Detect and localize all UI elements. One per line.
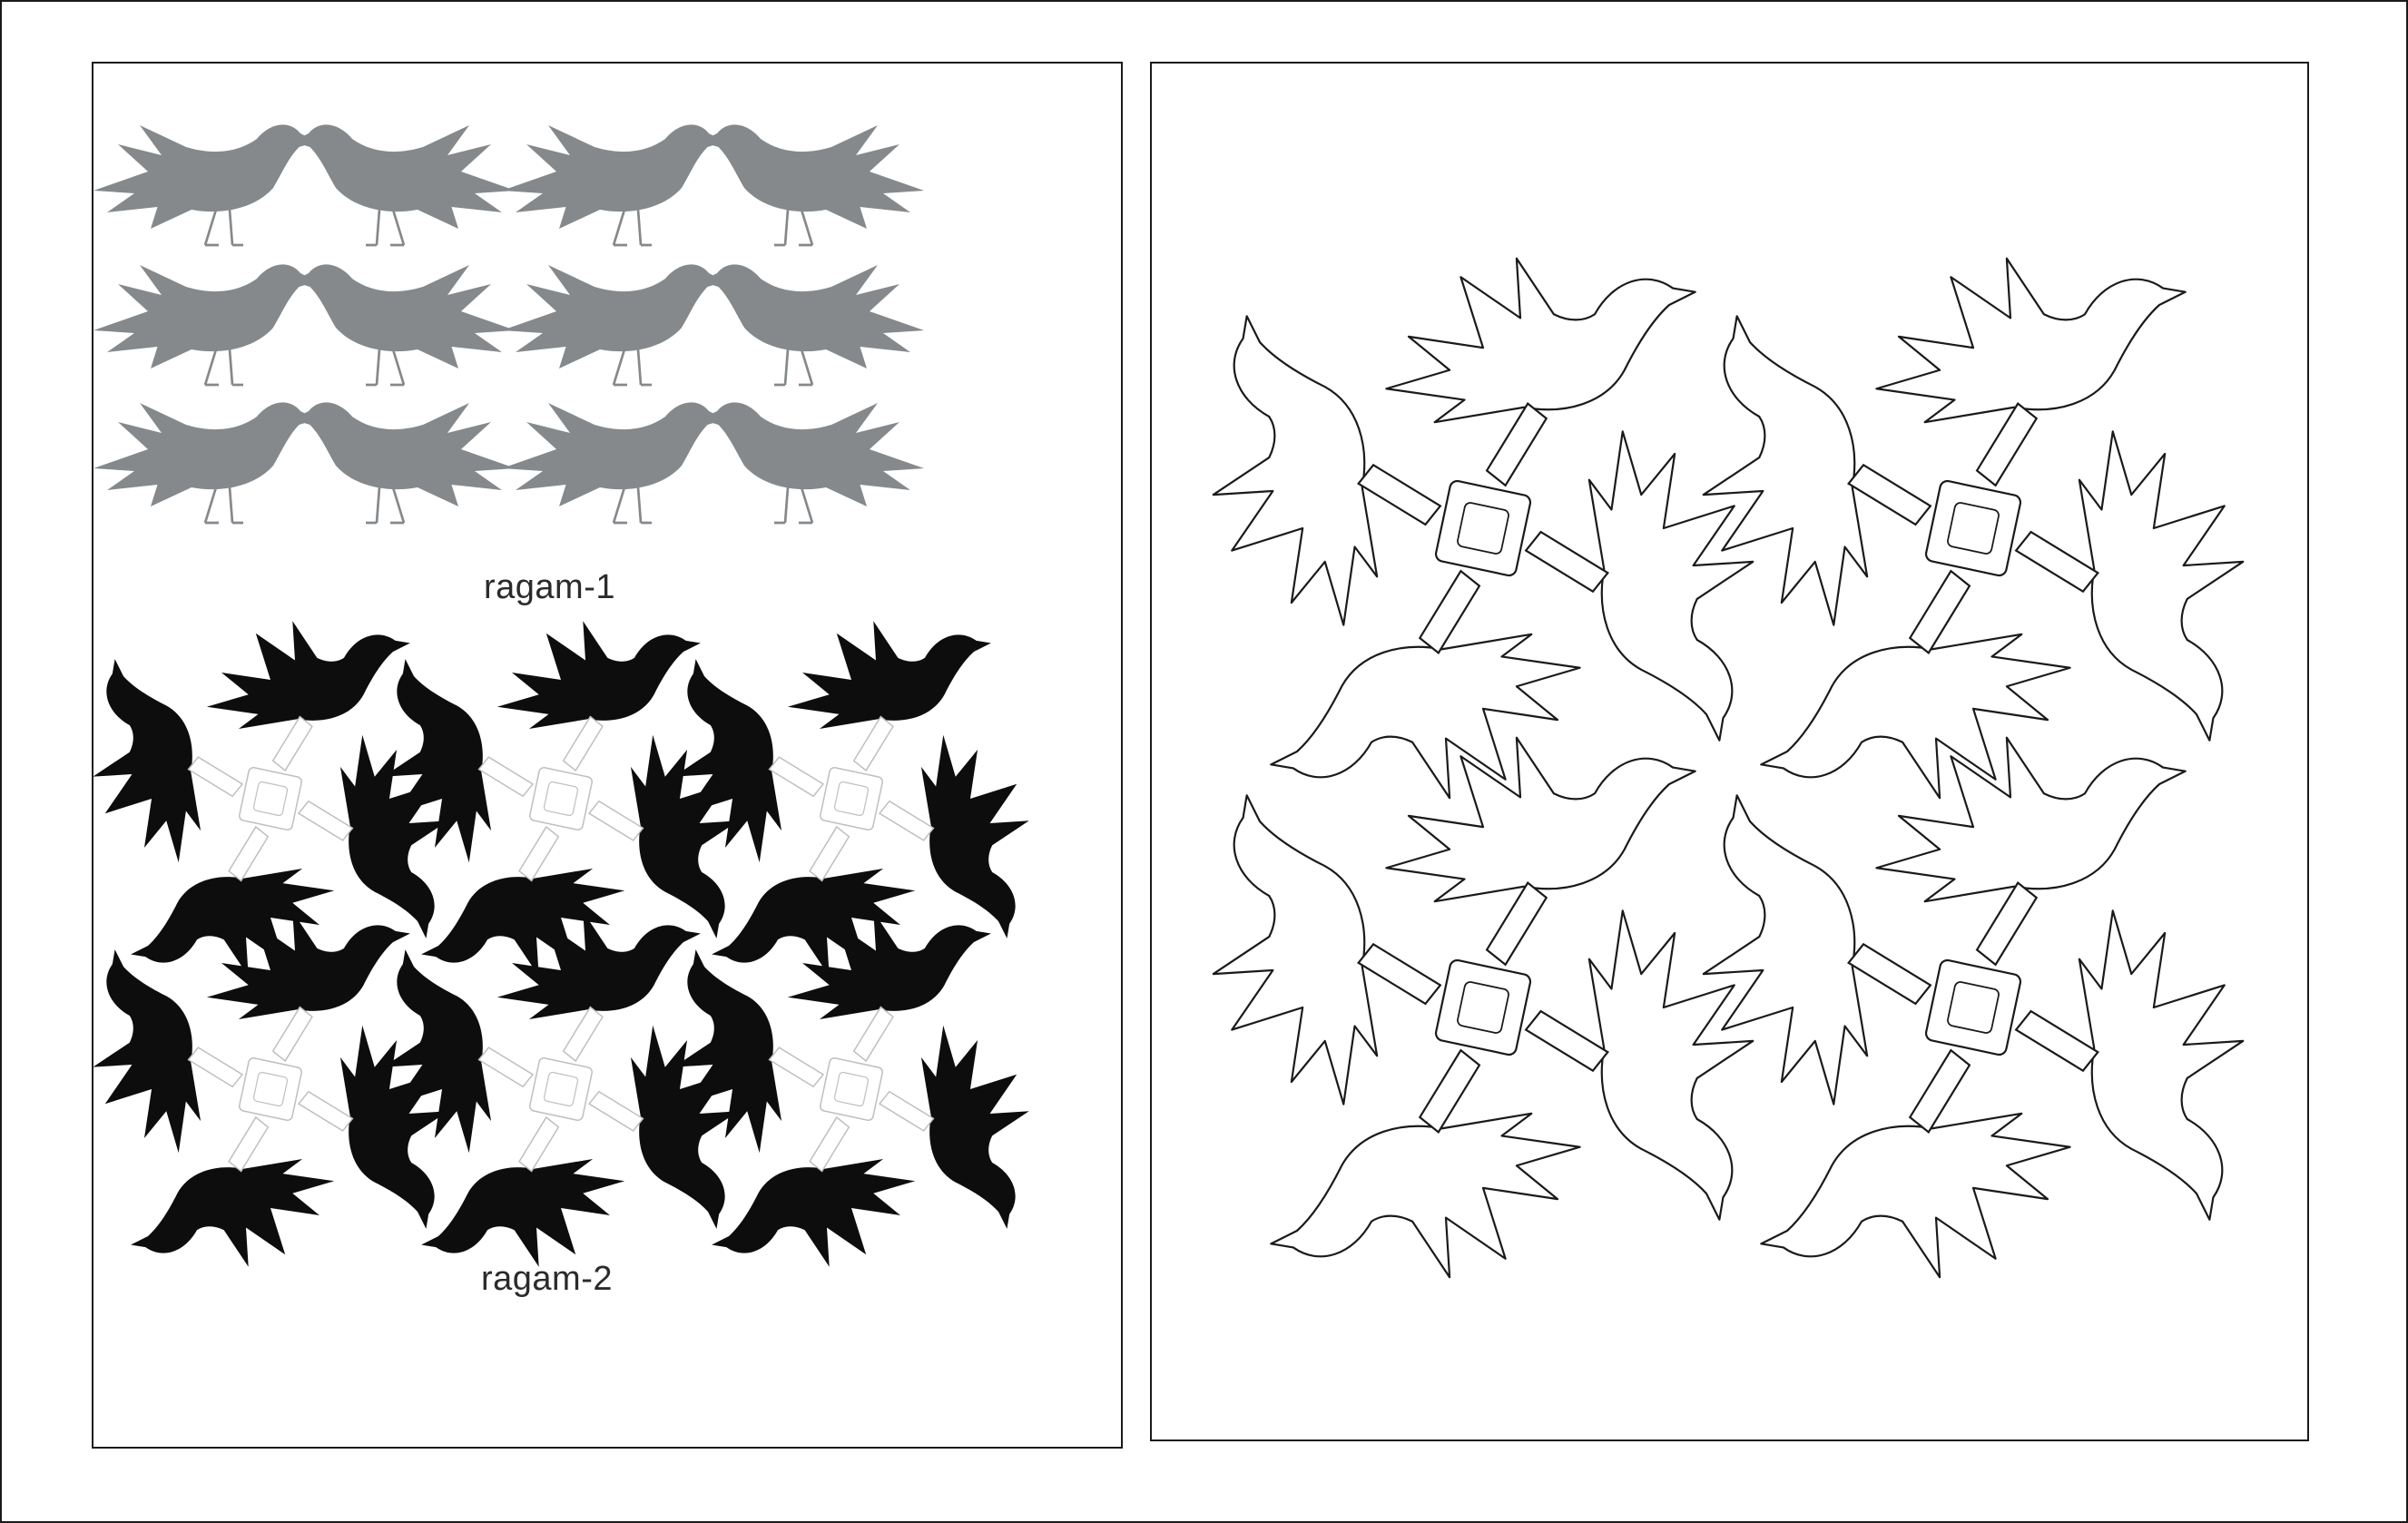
bird-icon: [1524, 430, 1754, 742]
bird-icon: [421, 1115, 625, 1267]
panel-outline-pattern: [1150, 62, 2309, 1441]
bird-icon: [93, 264, 317, 387]
bird-icon: [1270, 1048, 1581, 1279]
knot-shape: [1924, 958, 2022, 1056]
bird-icon: [1385, 736, 1696, 967]
bird-icon: [292, 264, 516, 387]
bird-icon: [502, 264, 725, 387]
bird-icon: [292, 124, 516, 247]
bird-icon: [93, 402, 317, 525]
bird-icon: [1212, 794, 1442, 1105]
ragam-patterns-canvas: [93, 124, 1029, 1267]
bird-icon: [673, 659, 825, 863]
bird-icon: [1875, 257, 2187, 487]
bird-pinwheel-motif: [93, 911, 448, 1267]
bird-pinwheel-motif: [383, 911, 739, 1267]
knot-shape: [239, 767, 302, 830]
bird-pinwheel-motif: [1702, 736, 2245, 1279]
bird-pinwheel-motif: [673, 911, 1029, 1267]
bird-icon: [1875, 736, 2187, 967]
ragam-1-caption: ragam-1: [484, 568, 615, 606]
bird-icon: [787, 621, 991, 772]
bird-icon: [206, 621, 410, 772]
bird-icon: [496, 911, 701, 1063]
outline-pattern-canvas: [1212, 257, 2245, 1279]
bird-icon: [131, 825, 335, 977]
ragam-1-pattern: [93, 124, 924, 525]
bird-pinwheel-motif: [383, 621, 739, 977]
bird-icon: [701, 264, 924, 387]
bird-pinwheel-motif: [1702, 257, 2245, 800]
bird-icon: [673, 949, 825, 1154]
bird-icon: [131, 1115, 335, 1267]
bird-icon: [383, 949, 535, 1154]
knot-shape: [1434, 958, 1532, 1056]
bird-icon: [2014, 909, 2245, 1221]
bird-icon: [297, 1025, 448, 1229]
bird-icon: [93, 949, 244, 1154]
knot-shape: [239, 1057, 302, 1121]
bird-icon: [1760, 569, 2071, 800]
bird-icon: [1385, 257, 1696, 487]
bird-pinwheel-motif: [93, 621, 448, 977]
bird-icon: [502, 402, 725, 525]
panel-ragam-patterns: ragam-1 ragam-2: [92, 62, 1123, 1449]
knot-shape: [1924, 479, 2022, 577]
bird-icon: [1524, 909, 1754, 1221]
bird-icon: [587, 1025, 739, 1229]
ragam-2-caption: ragam-2: [481, 1260, 613, 1298]
ragam-2-pattern: [93, 621, 1029, 1267]
bird-icon: [712, 825, 916, 977]
knot-shape: [1434, 479, 1532, 577]
bird-icon: [93, 659, 244, 863]
bird-icon: [2014, 430, 2245, 742]
bird-pinwheel-motif: [1212, 257, 1754, 800]
bird-icon: [1212, 315, 1442, 626]
bird-icon: [1270, 569, 1581, 800]
bird-icon: [1760, 1048, 2071, 1279]
knot-shape: [529, 767, 593, 830]
bird-icon: [93, 124, 317, 247]
knot-shape: [820, 1057, 883, 1121]
bird-icon: [206, 911, 410, 1063]
outline-pinwheel-pattern: [1212, 257, 2245, 1279]
bird-icon: [712, 1115, 916, 1267]
bird-icon: [878, 1025, 1029, 1229]
bird-pinwheel-motif: [673, 621, 1029, 977]
bird-icon: [383, 659, 535, 863]
knot-shape: [529, 1057, 593, 1121]
bird-icon: [502, 124, 725, 247]
bird-icon: [496, 621, 701, 772]
bird-icon: [878, 734, 1029, 938]
bird-pinwheel-motif: [1212, 736, 1754, 1279]
bird-icon: [292, 402, 516, 525]
knot-shape: [820, 767, 883, 830]
bird-icon: [297, 734, 448, 938]
bird-icon: [701, 124, 924, 247]
bird-icon: [587, 734, 739, 938]
bird-icon: [701, 402, 924, 525]
bird-icon: [1702, 794, 1932, 1105]
bird-icon: [787, 911, 991, 1063]
bird-icon: [1702, 315, 1932, 626]
bird-icon: [421, 825, 625, 977]
